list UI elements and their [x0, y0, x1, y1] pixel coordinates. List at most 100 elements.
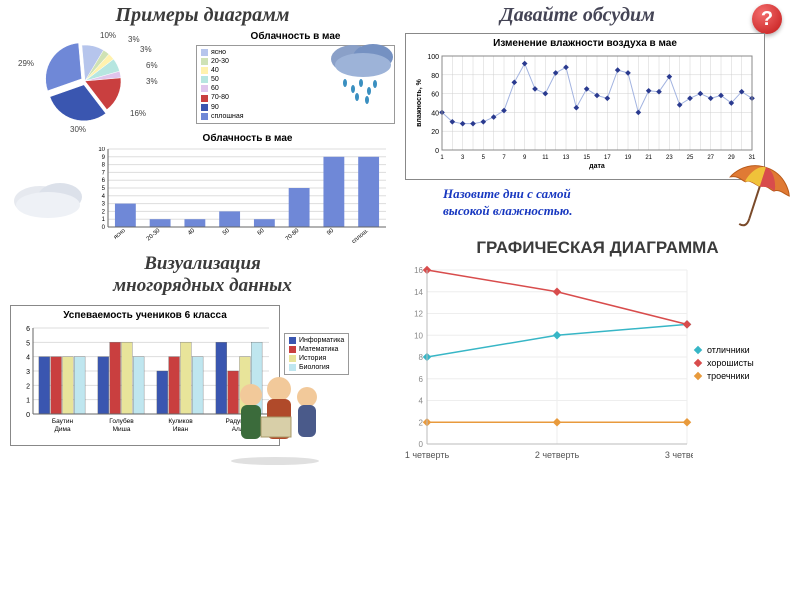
- svg-text:13: 13: [563, 155, 570, 161]
- svg-text:19: 19: [625, 155, 632, 161]
- svg-text:3 четверть: 3 четверть: [665, 450, 693, 460]
- students-illustration-icon: [215, 365, 335, 470]
- svg-text:90: 90: [326, 228, 335, 237]
- svg-text:0: 0: [435, 148, 439, 155]
- svg-text:12: 12: [414, 309, 423, 318]
- rain-cloud-icon: [323, 37, 403, 112]
- svg-text:20: 20: [431, 129, 439, 136]
- svg-text:7: 7: [102, 170, 106, 176]
- svg-text:2: 2: [102, 209, 106, 215]
- svg-text:60: 60: [431, 92, 439, 99]
- svg-text:17: 17: [604, 155, 611, 161]
- pie-pct-label: 30%: [70, 125, 86, 134]
- pie-pct-label: 3%: [146, 77, 158, 86]
- svg-text:10: 10: [98, 147, 105, 153]
- grades-container: Успеваемость учеников 6 класса 0 1 2 3 4 5 6 Ба…: [10, 305, 395, 446]
- cloudiness-bar-chart: 012345678910ясно20-3040506070-8090сплош.: [90, 147, 390, 247]
- pie-pct-label: 16%: [130, 109, 146, 118]
- svg-text:100: 100: [427, 54, 439, 61]
- svg-text:5: 5: [482, 155, 486, 161]
- legend-item: Математика: [289, 345, 344, 354]
- svg-text:Миша: Миша: [113, 426, 131, 433]
- legend-item: сплошная: [201, 112, 390, 121]
- pie-pct-label: 3%: [128, 35, 140, 44]
- svg-text:16: 16: [414, 266, 423, 275]
- svg-text:1: 1: [440, 155, 444, 161]
- svg-text:40: 40: [431, 110, 439, 117]
- svg-text:2: 2: [26, 383, 30, 390]
- legend-item: отличники: [693, 345, 754, 355]
- svg-text:21: 21: [645, 155, 652, 161]
- svg-text:0: 0: [419, 440, 424, 449]
- bar-title: Облачность в мае: [100, 133, 395, 144]
- pie-pct-label: 10%: [100, 31, 116, 40]
- svg-text:80: 80: [431, 73, 439, 80]
- svg-text:влажность, %: влажность, %: [416, 78, 423, 126]
- right-column: Давайте обсудим Изменение влажности возд…: [405, 4, 790, 462]
- svg-text:11: 11: [542, 155, 549, 161]
- svg-text:5: 5: [26, 340, 30, 347]
- pie-chart: 10%3%3%6%3%16%30%29%: [10, 31, 190, 131]
- svg-text:70-80: 70-80: [285, 228, 301, 243]
- svg-text:27: 27: [707, 155, 714, 161]
- pie-pct-label: 3%: [140, 45, 152, 54]
- svg-text:25: 25: [687, 155, 694, 161]
- svg-text:8: 8: [419, 353, 424, 362]
- svg-text:Куликов: Куликов: [168, 418, 193, 425]
- legend-item: Информатика: [289, 336, 344, 345]
- svg-text:6: 6: [419, 375, 424, 384]
- perf-line-container: 0 2 4 6 8 10 12 14 16 1 четверть 2 четверть 3 четве…: [405, 264, 790, 462]
- humidity-chart: 020406080100135791113151719212325272931д…: [412, 52, 758, 170]
- humidity-title: Изменение влажности воздуха в мае: [412, 38, 758, 49]
- legend-item: троечники: [693, 371, 754, 381]
- svg-text:10: 10: [414, 331, 423, 340]
- svg-text:20-30: 20-30: [146, 228, 162, 243]
- svg-text:сплош.: сплош.: [351, 228, 370, 245]
- svg-text:3: 3: [461, 155, 465, 161]
- legend-item: хорошисты: [693, 358, 754, 368]
- svg-text:60: 60: [257, 228, 266, 237]
- svg-text:3: 3: [102, 202, 106, 208]
- svg-text:8: 8: [102, 163, 106, 169]
- cloud-icon: [10, 175, 90, 228]
- svg-text:50: 50: [222, 228, 231, 237]
- svg-text:0: 0: [102, 225, 106, 231]
- svg-text:дата: дата: [589, 163, 605, 170]
- heading-multiseries: Визуализация многорядных данных: [10, 253, 395, 297]
- svg-text:Иван: Иван: [173, 426, 189, 433]
- svg-text:23: 23: [666, 155, 673, 161]
- svg-text:4: 4: [26, 355, 30, 362]
- umbrella-icon: [722, 160, 792, 243]
- cloudiness-bar-container: Облачность в мае 012345678910ясно20-3040…: [10, 133, 395, 247]
- grades-title: Успеваемость учеников 6 класса: [17, 310, 273, 321]
- svg-text:1 четверть: 1 четверть: [405, 450, 449, 460]
- pie-pct-label: 6%: [146, 61, 158, 70]
- pie-pct-label: 29%: [18, 59, 34, 68]
- heading-examples: Примеры диаграмм: [10, 4, 395, 27]
- svg-text:5: 5: [102, 186, 106, 192]
- svg-text:ясно: ясно: [113, 228, 127, 241]
- svg-text:Баутин: Баутин: [52, 418, 74, 425]
- svg-text:Голубев: Голубев: [109, 417, 134, 425]
- svg-text:4: 4: [419, 396, 424, 405]
- svg-text:3: 3: [26, 369, 30, 376]
- perf-line-chart: 0 2 4 6 8 10 12 14 16 1 четверть 2 четверть 3 четве…: [405, 264, 693, 462]
- svg-text:40: 40: [187, 228, 196, 237]
- humidity-box: Изменение влажности воздуха в мае 0 20 40 6…: [405, 33, 765, 180]
- svg-text:0: 0: [26, 412, 30, 419]
- svg-text:7: 7: [502, 155, 506, 161]
- svg-text:15: 15: [583, 155, 590, 161]
- left-column: Примеры диаграмм 10%3%3%6%3%16%30%29% Об…: [10, 4, 395, 446]
- svg-text:6: 6: [26, 326, 30, 333]
- svg-text:4: 4: [102, 194, 106, 200]
- svg-text:2: 2: [419, 418, 424, 427]
- svg-text:Дима: Дима: [54, 426, 71, 433]
- heading-discuss: Давайте обсудим: [405, 4, 750, 27]
- svg-text:6: 6: [102, 178, 106, 184]
- svg-text:1: 1: [26, 398, 30, 405]
- svg-text:9: 9: [102, 155, 106, 161]
- svg-text:2 четверть: 2 четверть: [535, 450, 580, 460]
- svg-text:14: 14: [414, 288, 423, 297]
- perf-legend: отличники хорошисты троечники: [693, 342, 754, 384]
- pie-chart-container: 10%3%3%6%3%16%30%29% Облачность в мае яс…: [10, 31, 395, 131]
